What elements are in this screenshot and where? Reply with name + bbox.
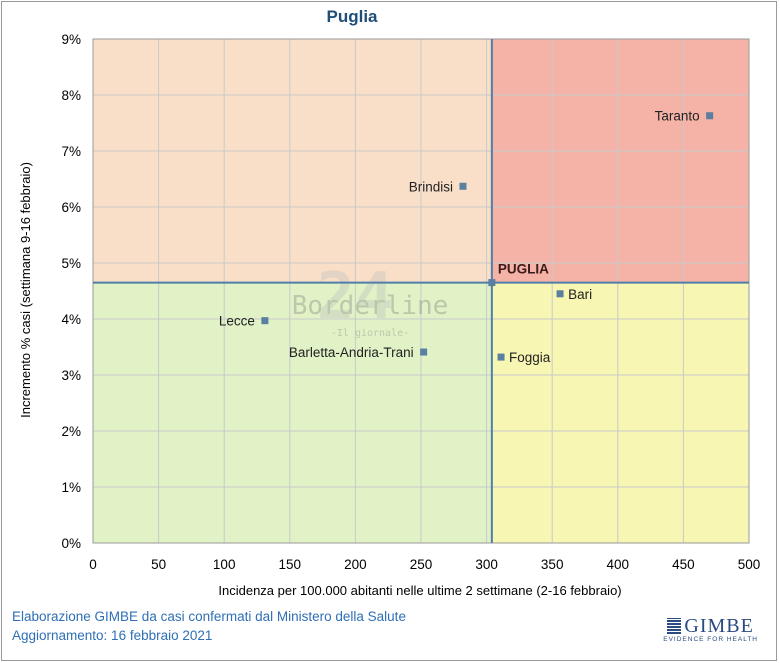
data-point-label: Barletta-Andria-Trani [289,345,414,360]
data-point [459,182,467,190]
y-tick-label: 4% [61,312,81,327]
y-tick-label: 8% [61,88,81,103]
quadrant-bottom-left [93,282,492,543]
y-tick-label: 1% [61,480,81,495]
data-point [706,112,714,120]
watermark-number: 24 [316,260,393,334]
data-point-label: Lecce [219,314,255,329]
data-point [261,317,269,325]
y-tick-label: 6% [61,200,81,215]
quadrant-bottom-right [491,282,749,543]
x-tick-label: 500 [738,557,761,572]
data-point [556,290,564,298]
y-tick-label: 5% [61,256,81,271]
watermark-subtext: -Il giornale- [331,328,409,339]
chart-title: Puglia [326,7,378,26]
y-tick-label: 9% [61,32,81,47]
footer-source: Elaborazione GIMBE da casi confermati da… [12,609,406,624]
footer-update-date: Aggiornamento: 16 febbraio 2021 [12,628,213,643]
x-tick-label: 300 [475,557,498,572]
data-point-label: Brindisi [409,179,453,194]
x-tick-label: 450 [672,557,695,572]
x-axis-label: Incidenza per 100.000 abitanti nelle ult… [218,583,621,598]
x-tick-label: 200 [344,557,367,572]
y-axis-label: Incremento % casi (settimana 9-16 febbra… [18,162,33,418]
x-tick-label: 400 [607,557,630,572]
data-point-label: PUGLIA [498,262,549,277]
data-point [420,348,428,356]
plot-border [92,38,750,544]
x-tick-label: 50 [151,557,166,572]
y-tick-label: 2% [61,424,81,439]
y-tick-label: 0% [61,536,81,551]
logo-text: GIMBE [684,615,754,637]
data-point-label: Foggia [509,350,551,365]
watermark-text: Borderline [292,291,449,321]
x-tick-label: 350 [541,557,564,572]
data-point-label: Bari [568,287,592,302]
quadrant-top-right [491,39,749,283]
scatter-chart: 24 Borderline -Il giornale- 0 50 100 150 200… [18,7,761,598]
x-tick-label: 100 [213,557,236,572]
data-point-label: Taranto [655,109,700,124]
y-tick-label: 3% [61,368,81,383]
flag-icon [667,618,682,634]
gimbe-logo: GIMBE EVIDENCE FOR HEALTH [663,616,758,644]
data-point [497,353,505,361]
x-tick-label: 0 [89,557,97,572]
logo-tagline: EVIDENCE FOR HEALTH [663,636,758,643]
x-tick-label: 150 [279,557,302,572]
quadrant-top-left [93,39,492,283]
x-tick-label: 250 [410,557,433,572]
data-point [488,279,496,287]
y-tick-label: 7% [61,144,81,159]
